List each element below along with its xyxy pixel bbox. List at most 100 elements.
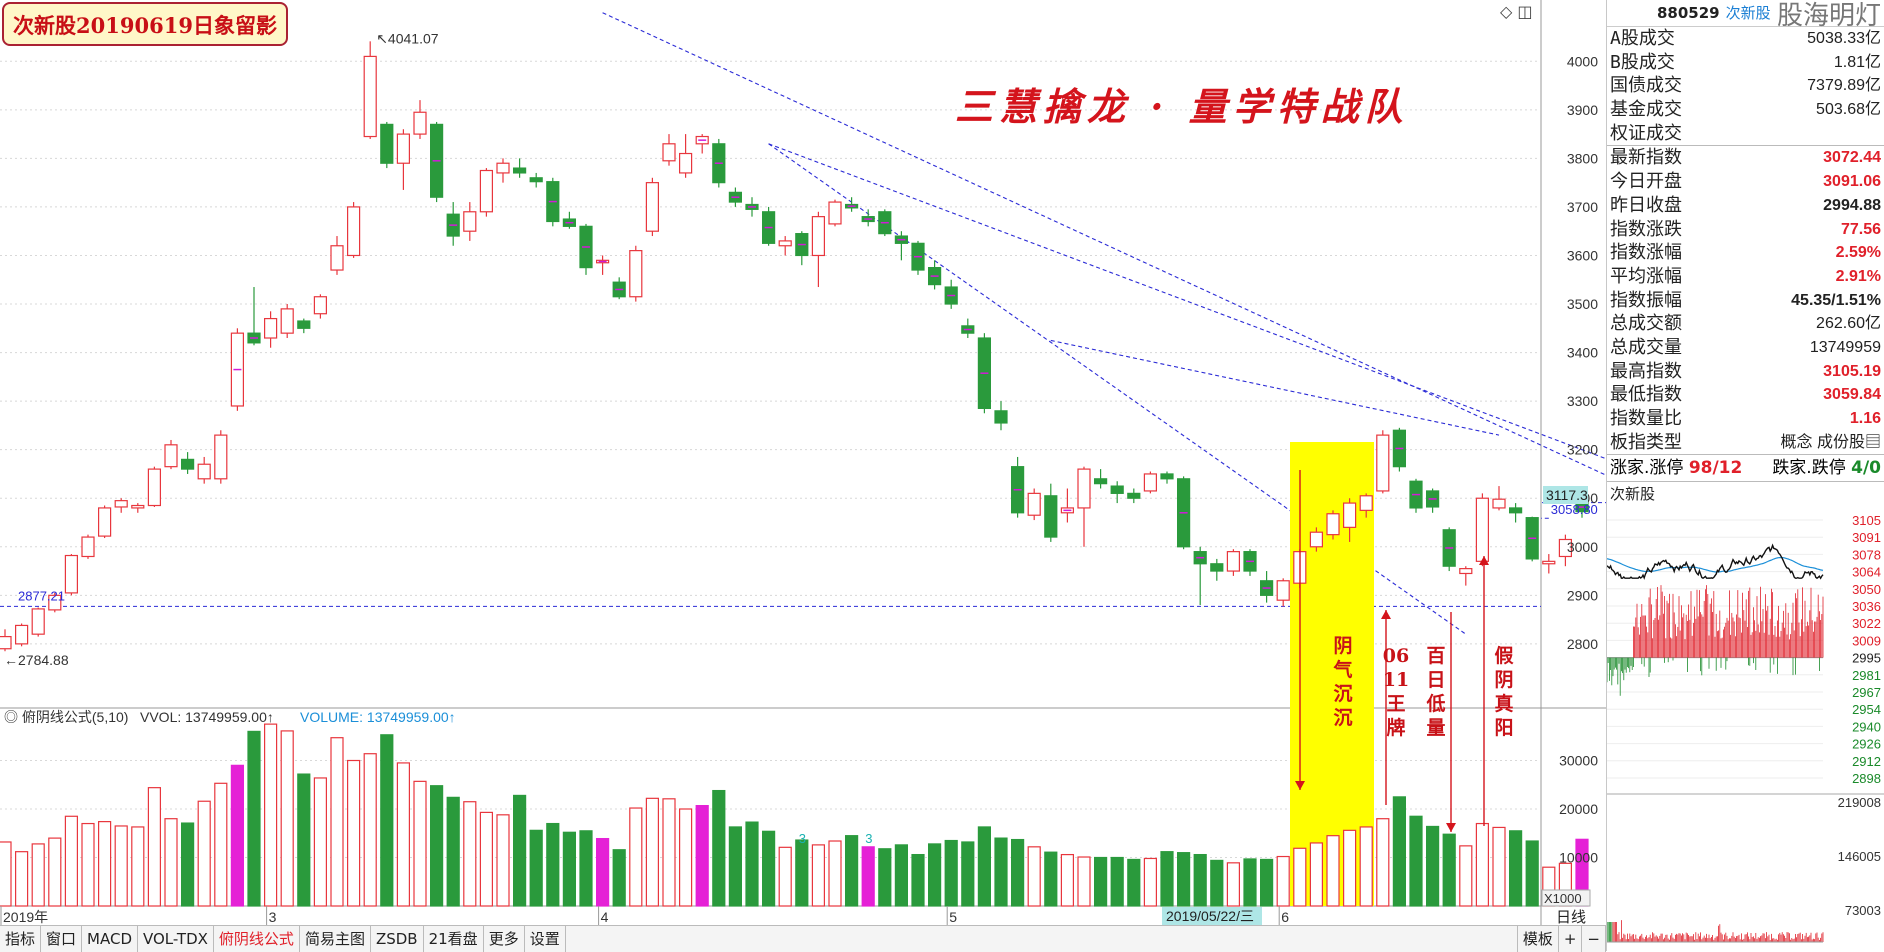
candle-body xyxy=(1127,492,1141,499)
quote-label: 最高指数 xyxy=(1610,360,1682,382)
quote-value: 3105.19 xyxy=(1823,362,1881,380)
candle-body xyxy=(0,635,12,650)
candle-body xyxy=(147,468,161,507)
candle-body xyxy=(197,463,211,480)
volume-bar xyxy=(529,829,543,907)
period-label: 日线 xyxy=(1556,909,1586,925)
price-tick-label: 4000 xyxy=(1567,53,1598,69)
volume-bar xyxy=(1293,847,1307,907)
quote-value: 262.60亿 xyxy=(1816,315,1881,333)
price-tick-label: 3300 xyxy=(1567,393,1598,409)
candle-body xyxy=(1044,495,1058,538)
volume-bar xyxy=(861,846,875,907)
toolbar-item[interactable]: 21看盘 xyxy=(424,926,484,952)
quote-value: 2.59% xyxy=(1835,244,1881,262)
kline-chart[interactable]: 4000390038003700360035003400330032003100… xyxy=(0,0,1606,925)
candle-body xyxy=(280,308,294,334)
mini-price-tick: 3091 xyxy=(1852,530,1881,545)
volume-bar xyxy=(1309,842,1324,907)
volume-bar xyxy=(164,818,178,907)
volume-bar xyxy=(181,822,195,907)
toolbar-item[interactable]: ZSDB xyxy=(371,926,424,952)
volume-bar xyxy=(1326,835,1340,907)
volume-bar xyxy=(31,843,45,907)
candle-body xyxy=(1226,551,1241,572)
quote-row: 国债成交 7379.89亿 xyxy=(1607,74,1884,98)
price-tick-label: 3600 xyxy=(1567,247,1598,263)
sidebar-header: 880529 次新股 股海明灯 xyxy=(1607,0,1884,31)
toolbar-item[interactable]: MACD xyxy=(82,926,138,952)
time-tick-label: 4 xyxy=(601,909,609,925)
volume-bar xyxy=(230,764,244,907)
vertical-note: 假阴真阳 xyxy=(1494,644,1513,739)
toolbar-right-item[interactable]: 模板 xyxy=(1516,926,1559,952)
candle-body xyxy=(330,245,344,271)
date-box xyxy=(1162,907,1262,925)
candle-body xyxy=(662,143,676,162)
volume-bar xyxy=(695,805,709,907)
intraday-mini-chart[interactable]: 3105 3091 3078 3064 3050 3036 3022 3009 2995 2981… xyxy=(1607,512,1884,951)
logo-badge: 次新股20190619日象留影 xyxy=(2,2,288,46)
volume-bar xyxy=(1409,815,1423,907)
vertical-note: 06 11 王牌 xyxy=(1383,645,1409,739)
toolbar-item[interactable]: 更多 xyxy=(484,926,525,952)
toolbar-item[interactable]: 窗口 xyxy=(41,926,83,952)
quote-label: 总成交量 xyxy=(1610,336,1682,358)
candle-body xyxy=(463,211,477,232)
mini-price-line xyxy=(1607,543,1824,580)
price-tick-label: 3000 xyxy=(1567,539,1598,555)
candle-body xyxy=(264,317,278,339)
quote-value: 3059.84 xyxy=(1823,386,1881,404)
toolbar-right-item[interactable]: − xyxy=(1582,926,1606,952)
trendline xyxy=(1050,339,1500,436)
quote-label: 指数量比 xyxy=(1610,408,1682,429)
candle-body xyxy=(164,444,178,468)
volume-bar xyxy=(595,837,610,907)
candle-body xyxy=(181,458,195,470)
time-tick-label: 2019年 xyxy=(3,909,48,925)
index-code: 880529 xyxy=(1657,4,1720,22)
candle-body xyxy=(1027,492,1041,516)
volume-bar xyxy=(114,825,128,907)
quote-value: 503.68亿 xyxy=(1816,101,1881,119)
candle-body xyxy=(114,500,128,508)
candle-body xyxy=(380,123,394,164)
toolbar-item[interactable]: 俯阴线公式 xyxy=(214,926,300,952)
candle-body xyxy=(1093,478,1108,485)
volume-bar xyxy=(1525,840,1539,907)
volume-bar xyxy=(1210,859,1224,907)
support-label: 2877.21 xyxy=(18,588,65,603)
volume-bar xyxy=(347,759,361,907)
time-tick-label: 6 xyxy=(1281,909,1289,925)
candle-body xyxy=(347,206,361,257)
top-icons[interactable]: ◇ ◫ xyxy=(1500,2,1533,21)
volume-bar xyxy=(778,846,792,907)
volume-bar xyxy=(977,826,992,907)
volume-bar xyxy=(629,807,643,907)
volume-bar xyxy=(1376,818,1390,907)
quote-label: 权证成交 xyxy=(1610,122,1682,144)
quote-label: 今日开盘 xyxy=(1610,171,1682,193)
volume-bar xyxy=(1508,830,1523,907)
toolbar-item[interactable]: 指标 xyxy=(0,926,42,952)
mini-volume-tick: 219008 xyxy=(1838,795,1881,810)
volume-bar xyxy=(1143,857,1158,907)
quote-value: 5038.33亿 xyxy=(1807,30,1881,47)
time-tick-label: 5 xyxy=(949,909,957,925)
quote-row: 板指类型 概念 成份股▤ xyxy=(1607,431,1884,455)
toolbar-item[interactable]: 设置 xyxy=(525,926,566,952)
volume-bar xyxy=(712,789,726,907)
volume-unit-label: X1000 xyxy=(1544,891,1582,906)
toolbar-item[interactable]: 简易主图 xyxy=(300,926,371,952)
candle-body xyxy=(1508,507,1523,514)
index-name[interactable]: 次新股 xyxy=(1725,4,1771,22)
volume-bar xyxy=(927,843,942,907)
watermark: 股海明灯 xyxy=(1776,1,1881,31)
quote-value: 1.16 xyxy=(1849,410,1881,427)
volume-bar xyxy=(1359,826,1373,907)
toolbar-item[interactable]: VOL-TDX xyxy=(138,926,214,952)
volume-bar xyxy=(1259,858,1274,907)
candle-body xyxy=(413,111,427,135)
quote-value: 45.35/1.51% xyxy=(1791,291,1881,309)
toolbar-right-item[interactable]: + xyxy=(1559,926,1583,952)
